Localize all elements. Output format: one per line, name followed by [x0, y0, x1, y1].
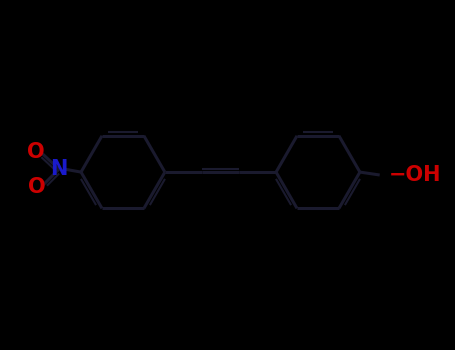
Text: N: N [50, 159, 68, 179]
Text: O: O [28, 177, 46, 197]
Text: −OH: −OH [389, 165, 441, 185]
Text: O: O [27, 142, 45, 162]
